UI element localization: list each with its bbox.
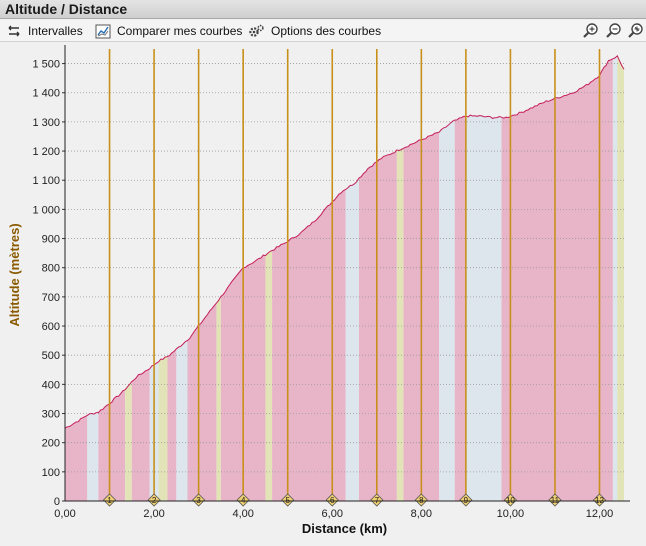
profile-segment-climb [501, 58, 613, 502]
curve-options-button[interactable]: Options des courbes [247, 22, 381, 40]
profile-segment-descent [617, 55, 624, 502]
y-tick-label: 0 [54, 496, 60, 508]
profile-segment-climb [358, 149, 397, 501]
x-tick-label: 2,00 [143, 508, 164, 520]
x-tick-label: 10,00 [497, 508, 525, 520]
x-tick-label: 12,00 [586, 508, 614, 520]
intervals-button[interactable]: Intervalles [6, 22, 83, 40]
y-tick-label: 800 [42, 263, 60, 275]
x-axis-label: Distance (km) [302, 521, 387, 536]
window-title: Altitude / Distance [5, 1, 128, 17]
altitude-distance-chart: 123456789101112 010020030040050060070080… [0, 43, 646, 546]
y-tick-label: 1 100 [32, 175, 60, 187]
y-tick-label: 1 500 [32, 59, 60, 71]
x-tick-label: 0,00 [54, 508, 75, 520]
y-tick-label: 600 [42, 321, 60, 333]
y-tick-label: 200 [42, 438, 60, 450]
km-marker-badge [592, 493, 607, 507]
chart-toolbar: Intervalles Comparer mes courbes Options… [0, 20, 646, 42]
y-tick-label: 300 [42, 409, 60, 421]
profile-segment-flat [345, 178, 359, 501]
y-tick-label: 1 200 [32, 146, 60, 158]
y-axis-label: Altitude (mètres) [7, 223, 22, 326]
km-marker-badge [236, 493, 250, 507]
profile-segment-descent [216, 296, 221, 501]
profile-segment-flat [87, 412, 99, 501]
compare-curves-label: Comparer mes courbes [117, 24, 243, 38]
km-marker-badge [192, 493, 206, 507]
y-tick-label: 400 [42, 379, 60, 391]
profile-segment-flat [439, 120, 455, 501]
intervals-icon [8, 25, 20, 37]
profile-segment-flat [612, 55, 618, 502]
profile-segment-climb [454, 116, 466, 501]
profile-segment-climb [131, 368, 150, 501]
km-marker-badge [503, 493, 517, 507]
profile-segment-flat [176, 339, 188, 501]
curve-options-label: Options des courbes [271, 24, 382, 38]
y-tick-label: 900 [42, 234, 60, 246]
profile-segment-descent [125, 381, 132, 501]
gear-options-icon [249, 24, 264, 37]
profile-segment-climb [187, 302, 217, 501]
y-tick-label: 1 300 [32, 117, 60, 129]
km-marker-badge [370, 493, 384, 507]
profile-segment-descent [396, 147, 404, 502]
zoom-fit-icon[interactable] [627, 22, 645, 40]
km-marker-badge [548, 493, 562, 507]
profile-segment-climb [98, 389, 126, 501]
compare-curves-button[interactable]: Comparer mes courbes [95, 22, 242, 40]
km-marker-badge [459, 493, 473, 507]
km-marker-badge [325, 493, 339, 507]
km-marker-badge [281, 493, 295, 507]
profile-segment-climb [65, 414, 88, 501]
altitude-profile-line [64, 54, 625, 429]
window-titlebar: Altitude / Distance [0, 0, 646, 19]
profile-segment-climb [167, 348, 177, 501]
zoom-in-icon[interactable] [582, 22, 600, 40]
y-tick-label: 1 400 [32, 88, 60, 100]
x-tick-label: 6,00 [322, 508, 343, 520]
y-tick-label: 500 [42, 350, 60, 362]
profile-segment-climb [272, 188, 346, 502]
y-tick-label: 100 [42, 467, 60, 479]
y-tick-label: 700 [42, 292, 60, 304]
y-tick-label: 1 000 [32, 204, 60, 216]
x-tick-label: 4,00 [232, 508, 253, 520]
km-marker-badge [102, 493, 117, 507]
profile-segment-flat [465, 115, 502, 501]
x-tick-label: 8,00 [411, 508, 432, 520]
compare-chart-icon [95, 24, 111, 38]
zoom-out-icon[interactable] [605, 22, 623, 40]
km-marker-badge [147, 493, 161, 507]
profile-segment-descent [265, 250, 273, 501]
profile-segment-descent [158, 356, 168, 501]
intervals-label: Intervalles [28, 24, 83, 38]
km-marker-badge [414, 493, 428, 507]
